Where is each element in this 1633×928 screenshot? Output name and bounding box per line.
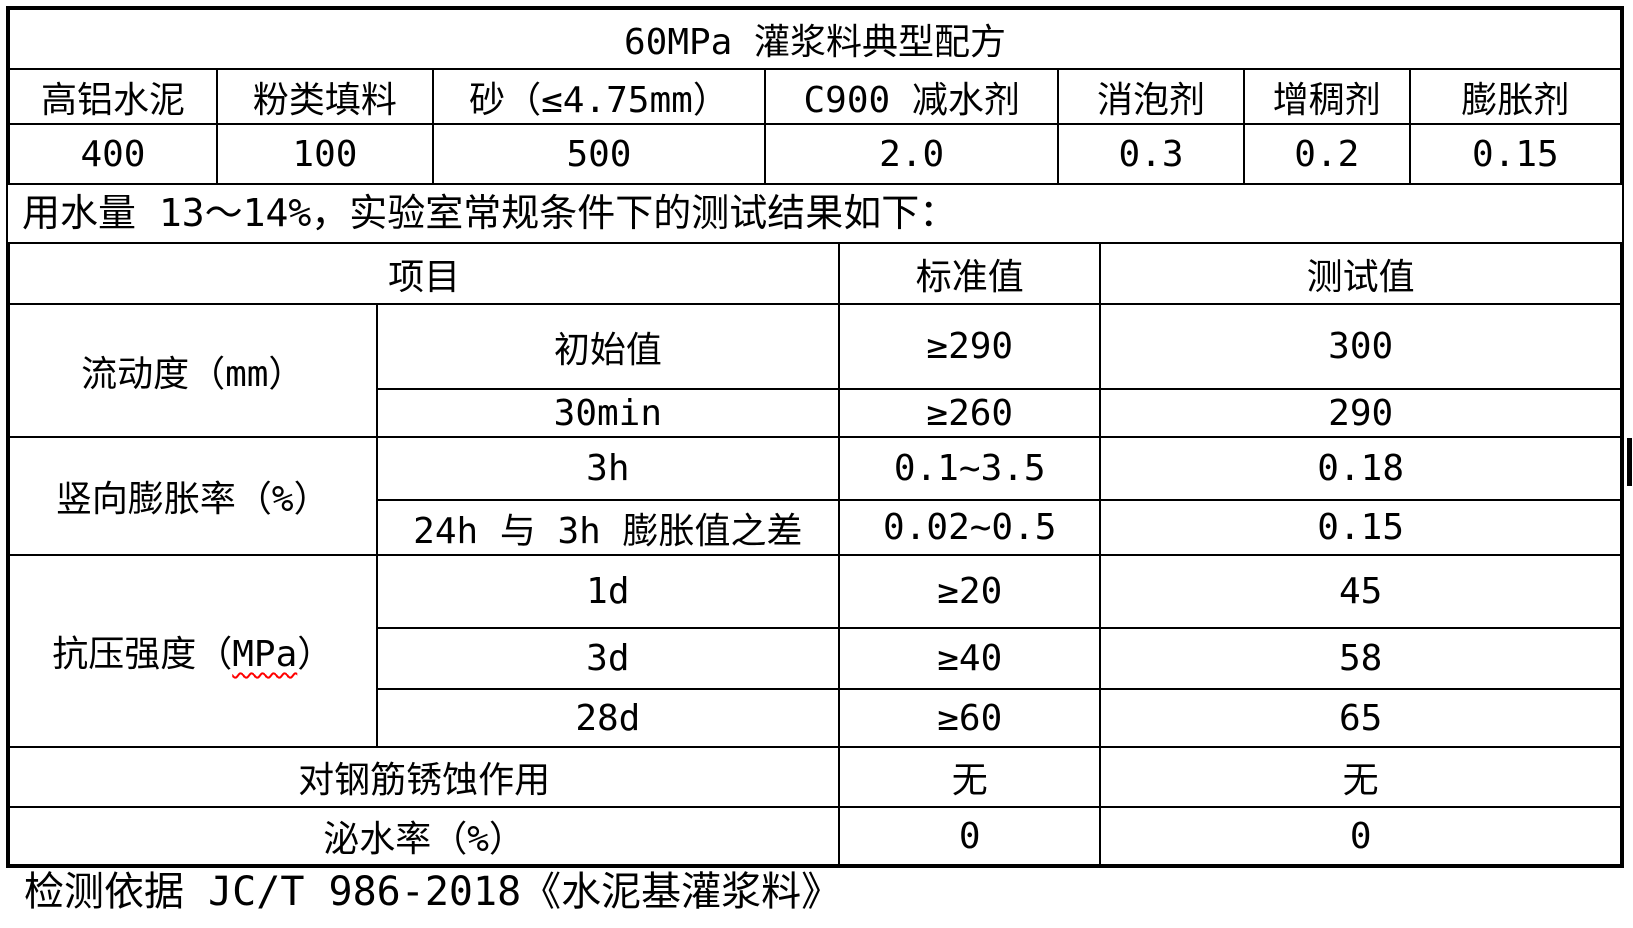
results-header-item: 项目	[7, 244, 841, 305]
tested-3d: 58	[1099, 627, 1622, 690]
formula-header-water-reducer: C900 减水剂	[763, 68, 1060, 125]
item-28d: 28d	[375, 688, 841, 748]
tested-28d: 65	[1099, 688, 1622, 748]
grout-spec-table: 60MPa 灌浆料典型配方 高铝水泥 粉类填料 砂（≤4.75mm） C900 …	[6, 6, 1624, 868]
water-usage-note: 用水量 13～14%，实验室常规条件下的测试结果如下：	[8, 185, 1622, 244]
bleeding-rate-label: 泌水率（%）	[7, 806, 841, 866]
formula-table: 60MPa 灌浆料典型配方 高铝水泥 粉类填料 砂（≤4.75mm） C900 …	[8, 8, 1623, 185]
rust-effect-label: 对钢筋锈蚀作用	[7, 746, 841, 808]
standard-bleeding-rate: 0	[838, 806, 1102, 866]
formula-value-defoamer: 0.3	[1057, 123, 1245, 185]
formula-header-thickener: 增稠剂	[1242, 68, 1411, 125]
revision-bar	[1627, 438, 1632, 486]
item-30min: 30min	[375, 388, 841, 438]
category-compressive-strength: 抗压强度（MPa）	[8, 554, 378, 748]
results-header-tested: 测试值	[1099, 244, 1622, 305]
formula-header-sand: 砂（≤4.75mm）	[431, 68, 767, 125]
item-initial-value: 初始值	[375, 303, 841, 390]
standard-rust-effect: 无	[838, 746, 1102, 808]
formula-value-thickener: 0.2	[1242, 123, 1411, 185]
category-fluidity: 流动度（mm）	[8, 303, 378, 438]
results-header-standard: 标准值	[838, 244, 1102, 305]
standard-28d: ≥60	[838, 688, 1102, 748]
formula-header-cement: 高铝水泥	[8, 68, 218, 125]
tested-1d: 45	[1099, 554, 1622, 629]
tested-3h: 0.18	[1099, 436, 1622, 501]
tested-rust-effect: 无	[1099, 746, 1622, 808]
item-24h-3h-diff: 24h 与 3h 膨胀值之差	[375, 499, 841, 556]
tested-initial-value: 300	[1099, 303, 1622, 390]
standard-30min: ≥260	[838, 388, 1102, 438]
formula-header-defoamer: 消泡剂	[1057, 68, 1245, 125]
standard-1d: ≥20	[838, 554, 1102, 629]
tested-30min: 290	[1099, 388, 1622, 438]
mpa-spellcheck-underline: MPa	[232, 634, 298, 675]
standard-3d: ≥40	[838, 627, 1102, 690]
compressive-strength-label-suffix: ）	[297, 634, 334, 675]
formula-header-filler: 粉类填料	[215, 68, 434, 125]
table-title: 60MPa 灌浆料典型配方	[8, 8, 1622, 70]
formula-value-filler: 100	[215, 123, 434, 185]
standard-reference-note: 检测依据 JC/T 986-2018《水泥基灌浆料》	[24, 869, 842, 915]
item-3d: 3d	[375, 627, 841, 690]
formula-value-water-reducer: 2.0	[763, 123, 1060, 185]
compressive-strength-label-prefix: 抗压强度（	[52, 634, 233, 675]
standard-initial-value: ≥290	[838, 303, 1102, 390]
item-3h: 3h	[375, 436, 841, 501]
tested-bleeding-rate: 0	[1099, 806, 1622, 866]
tested-24h-3h-diff: 0.15	[1099, 499, 1622, 556]
formula-value-cement: 400	[8, 123, 218, 185]
formula-value-sand: 500	[431, 123, 767, 185]
category-vertical-expansion: 竖向膨胀率（%）	[8, 436, 378, 556]
formula-header-expander: 膨胀剂	[1408, 68, 1623, 125]
standard-3h: 0.1~3.5	[838, 436, 1102, 501]
formula-value-expander: 0.15	[1408, 123, 1623, 185]
results-table: 项目 标准值 测试值 流动度（mm） 初始值 ≥290 300 30min ≥2…	[7, 244, 1622, 866]
standard-24h-3h-diff: 0.02~0.5	[838, 499, 1102, 556]
item-1d: 1d	[375, 554, 841, 629]
